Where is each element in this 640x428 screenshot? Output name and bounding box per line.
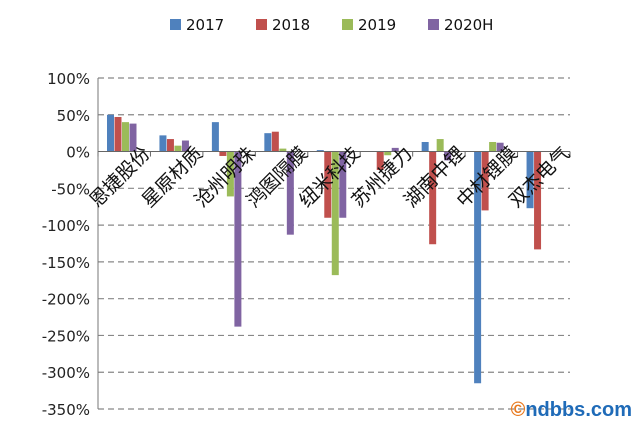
watermark-suffix: .com xyxy=(585,399,632,421)
bar-2020H-6 xyxy=(444,151,452,161)
watermark-brand: ndbbs xyxy=(525,399,586,421)
bar-2018-3 xyxy=(271,131,279,152)
bar-2018-7 xyxy=(481,151,489,211)
bar-2020H-5 xyxy=(391,147,399,152)
bar-2019-0 xyxy=(122,122,129,152)
bar-2018-1 xyxy=(166,139,174,152)
bar-2020H-2 xyxy=(234,151,242,327)
bar-2018-8 xyxy=(534,151,542,250)
bar-2017-1 xyxy=(159,135,167,152)
bar-2019-2 xyxy=(226,151,234,197)
bar-2019-3 xyxy=(279,148,287,152)
bar-2017-3 xyxy=(264,133,272,152)
y-tick-label: -350% xyxy=(42,401,90,419)
legend-swatch-2017 xyxy=(170,19,181,30)
bar-2019-1 xyxy=(174,145,182,152)
bar-2018-5 xyxy=(376,151,384,170)
bar-2019-5 xyxy=(384,151,392,156)
watermark-logo: ©ndbbs.com xyxy=(510,399,632,421)
y-tick-label: -100% xyxy=(42,217,90,235)
bar-2020H-1 xyxy=(181,140,189,152)
y-tick-label: 100% xyxy=(47,70,90,88)
bar-2017-6 xyxy=(421,141,429,152)
legend-swatch-2019 xyxy=(342,19,353,30)
bar-2019-4 xyxy=(331,151,339,276)
bar-2017-2 xyxy=(211,122,219,152)
bar-2020H-0 xyxy=(129,123,137,152)
legend-swatch-2018 xyxy=(256,19,267,30)
bar-2017-7 xyxy=(474,151,482,384)
y-tick-label: -200% xyxy=(42,291,90,309)
bar-2019-7 xyxy=(489,141,497,152)
bar-2020H-7 xyxy=(496,142,504,152)
legend-label-2017: 2017 xyxy=(186,16,224,34)
y-tick-label: -250% xyxy=(42,327,90,345)
y-tick-label: 50% xyxy=(57,107,90,125)
bar-2020H-4 xyxy=(339,151,347,218)
bar-2017-8 xyxy=(526,151,534,209)
legend-label-2018: 2018 xyxy=(272,16,310,34)
legend-swatch-2020H xyxy=(428,19,439,30)
bar-2017-4 xyxy=(316,150,324,152)
y-tick-label: -300% xyxy=(42,364,90,382)
legend-label-2019: 2019 xyxy=(358,16,396,34)
bar-2018-2 xyxy=(219,151,227,156)
bar-2020H-3 xyxy=(286,151,294,235)
bar-2017-0 xyxy=(107,114,114,152)
bar-2018-6 xyxy=(429,151,437,245)
y-tick-label: 0% xyxy=(66,144,90,162)
bar-2018-0 xyxy=(114,116,122,152)
y-tick-label: -150% xyxy=(42,254,90,272)
y-tick-label: -50% xyxy=(51,180,90,198)
bar-2018-4 xyxy=(324,151,332,218)
legend-label-2020H: 2020H xyxy=(444,16,493,34)
bar-2019-6 xyxy=(436,139,444,152)
